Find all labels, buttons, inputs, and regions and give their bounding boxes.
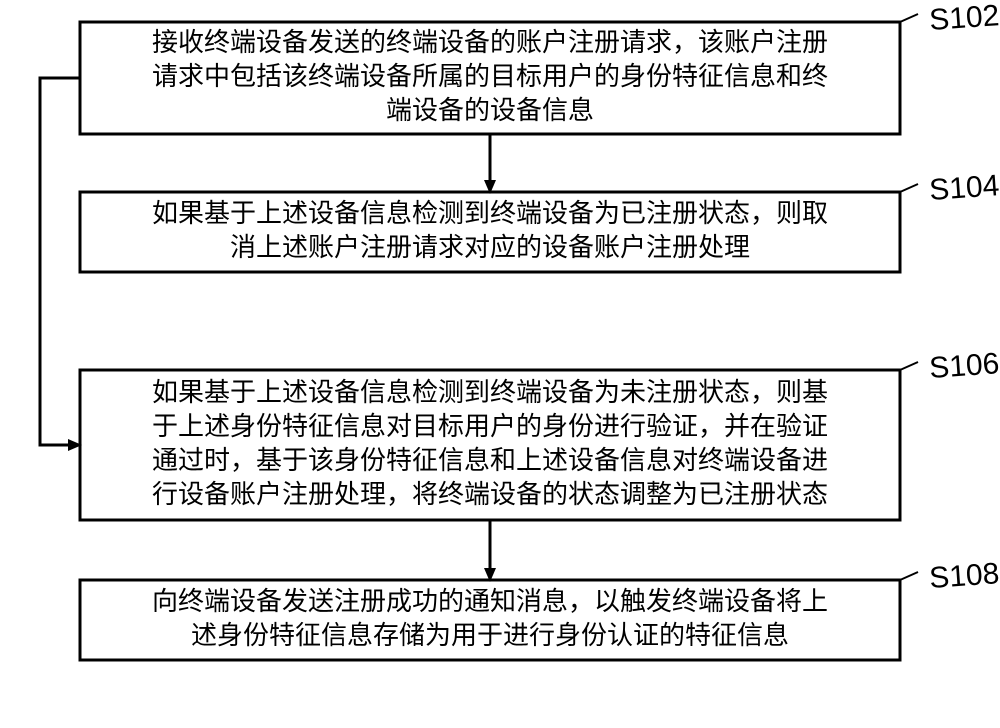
label-tick	[900, 572, 918, 580]
flow-step-text: 端设备的设备信息	[386, 95, 594, 125]
label-tick	[900, 362, 918, 370]
step-label: S102	[928, 0, 1000, 37]
step-label: S104	[928, 169, 1000, 207]
flow-step-text: 接收终端设备发送的终端设备的账户注册请求，该账户注册	[152, 27, 828, 57]
flow-step-text: 如果基于上述设备信息检测到终端设备为已注册状态，则取	[152, 198, 828, 228]
label-tick	[900, 14, 918, 22]
step-label: S108	[928, 557, 1000, 595]
flow-step-text: 请求中包括该终端设备所属的目标用户的身份特征信息和终	[152, 61, 828, 91]
flow-step-text: 通过时，基于该身份特征信息和上述设备信息对终端设备进	[152, 445, 828, 475]
label-tick	[900, 184, 918, 192]
flow-step-text: 述身份特征信息存储为用于进行身份认证的特征信息	[191, 620, 789, 650]
flow-step-text: 向终端设备发送注册成功的通知消息，以触发终端设备将上	[152, 586, 828, 616]
flow-step-text: 于上述身份特征信息对目标用户的身份进行验证，并在验证	[152, 411, 828, 441]
flow-step-text: 如果基于上述设备信息检测到终端设备为未注册状态，则基	[152, 377, 828, 407]
flow-branch-arrow	[40, 78, 80, 445]
step-label: S106	[928, 347, 1000, 385]
flow-step-text: 行设备账户注册处理，将终端设备的状态调整为已注册状态	[152, 479, 828, 509]
flow-step-text: 消上述账户注册请求对应的设备账户注册处理	[230, 232, 750, 262]
